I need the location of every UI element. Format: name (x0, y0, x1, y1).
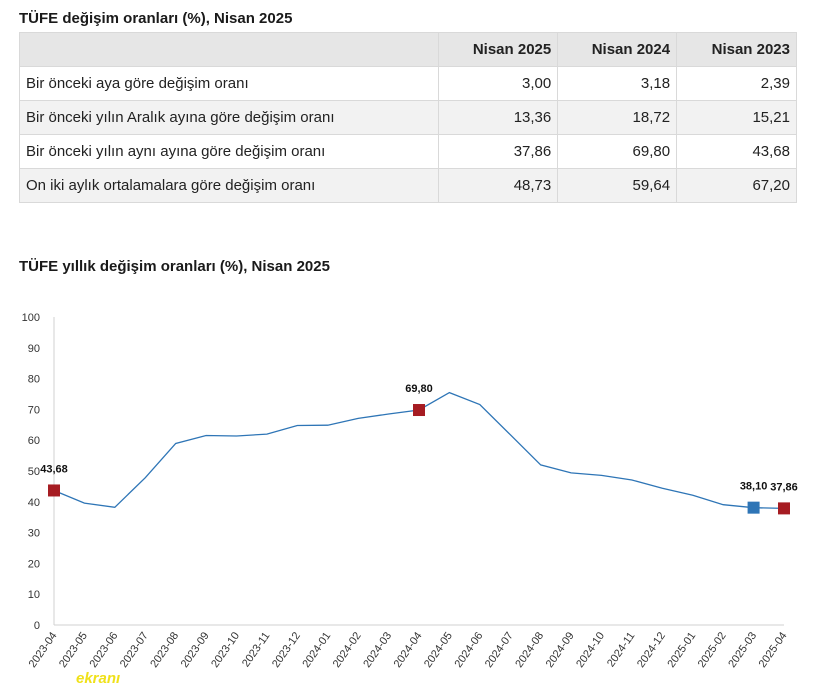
y-tick-label: 10 (28, 589, 40, 601)
table-row: Bir önceki aya göre değişim oranı 3,00 3… (18, 66, 797, 101)
x-tick-label: 2024-11 (605, 630, 638, 669)
table-cell: 69,80 (557, 134, 678, 169)
x-tick-label: 2024-08 (513, 630, 546, 670)
data-label: 37,86 (770, 481, 798, 493)
row-label: Bir önceki yılın aynı ayına göre değişim… (18, 134, 440, 169)
x-tick-label: 2023-08 (148, 630, 181, 670)
table-cell: 13,36 (438, 100, 559, 135)
header-nisan-2024: Nisan 2024 (557, 32, 678, 67)
header-nisan-2023: Nisan 2023 (676, 32, 797, 67)
table-row: Bir önceki yılın aynı ayına göre değişim… (18, 134, 797, 169)
x-tick-label: 2023-06 (87, 630, 120, 670)
y-tick-label: 20 (28, 558, 40, 570)
x-tick-label: 2023-10 (209, 630, 242, 670)
table-row: Bir önceki yılın Aralık ayına göre değiş… (18, 100, 797, 135)
table-cell: 59,64 (557, 168, 678, 203)
header-label-column (18, 32, 440, 67)
x-tick-label: 2024-07 (483, 630, 516, 670)
row-label: Bir önceki aya göre değişim oranı (18, 66, 440, 101)
x-tick-label: 2024-09 (544, 630, 577, 670)
y-tick-label: 60 (28, 435, 40, 447)
x-tick-label: 2023-09 (179, 630, 212, 670)
table-cell: 3,00 (438, 66, 559, 101)
row-label: Bir önceki yılın Aralık ayına göre değiş… (18, 100, 440, 135)
row-label: On iki aylık ortalamalara göre değişim o… (18, 168, 440, 203)
table-title: TÜFE değişim oranları (%), Nisan 2025 (19, 10, 293, 27)
table-cell: 48,73 (438, 168, 559, 203)
y-tick-label: 70 (28, 404, 40, 416)
table-cell: 43,68 (676, 134, 797, 169)
data-point-marker (413, 404, 425, 417)
table-header-row: Nisan 2025 Nisan 2024 Nisan 2023 (18, 32, 797, 67)
x-tick-label: 2024-05 (422, 630, 455, 670)
table-cell: 18,72 (557, 100, 678, 135)
x-tick-label: 2023-05 (57, 630, 90, 670)
x-tick-label: 2024-01 (300, 630, 333, 670)
data-point-marker (48, 484, 60, 497)
x-tick-label: 2025-04 (757, 630, 790, 670)
cpi-change-table: Nisan 2025 Nisan 2024 Nisan 2023 Bir önc… (18, 32, 797, 203)
table-row: On iki aylık ortalamalara göre değişim o… (18, 168, 797, 203)
y-tick-label: 80 (28, 374, 40, 386)
table-cell: 3,18 (557, 66, 678, 101)
watermark-logo: ekranı (76, 670, 121, 687)
table-cell: 2,39 (676, 66, 797, 101)
x-tick-label: 2025-01 (665, 630, 698, 670)
y-tick-label: 0 (34, 620, 40, 632)
x-tick-label: 2023-11 (240, 630, 273, 669)
annual-cpi-line-chart: 01020304050607080901002023-042023-052023… (22, 312, 798, 670)
data-label: 69,80 (405, 383, 433, 395)
table-cell: 37,86 (438, 134, 559, 169)
table-cell: 15,21 (676, 100, 797, 135)
x-tick-label: 2024-12 (635, 630, 668, 670)
y-tick-label: 100 (22, 312, 40, 324)
data-label: 38,10 (740, 481, 768, 493)
x-tick-label: 2024-10 (574, 630, 607, 670)
x-tick-label: 2023-04 (27, 630, 60, 670)
table-cell: 67,20 (676, 168, 797, 203)
data-point-marker (747, 501, 760, 514)
y-tick-label: 30 (28, 528, 40, 540)
data-label: 43,68 (40, 463, 68, 475)
x-tick-label: 2024-02 (331, 630, 364, 670)
x-tick-label: 2024-06 (452, 630, 485, 670)
data-point-marker (778, 502, 790, 515)
x-tick-label: 2025-03 (726, 630, 759, 670)
x-tick-label: 2024-04 (392, 630, 425, 670)
x-tick-label: 2023-12 (270, 630, 303, 670)
chart-title: TÜFE yıllık değişim oranları (%), Nisan … (19, 258, 330, 275)
x-tick-label: 2023-07 (118, 630, 151, 670)
header-nisan-2025: Nisan 2025 (438, 32, 559, 67)
y-tick-label: 90 (28, 343, 40, 355)
x-tick-label: 2024-03 (361, 630, 394, 670)
y-tick-label: 50 (28, 466, 40, 478)
y-tick-label: 40 (28, 497, 40, 509)
x-tick-label: 2025-02 (696, 630, 729, 670)
